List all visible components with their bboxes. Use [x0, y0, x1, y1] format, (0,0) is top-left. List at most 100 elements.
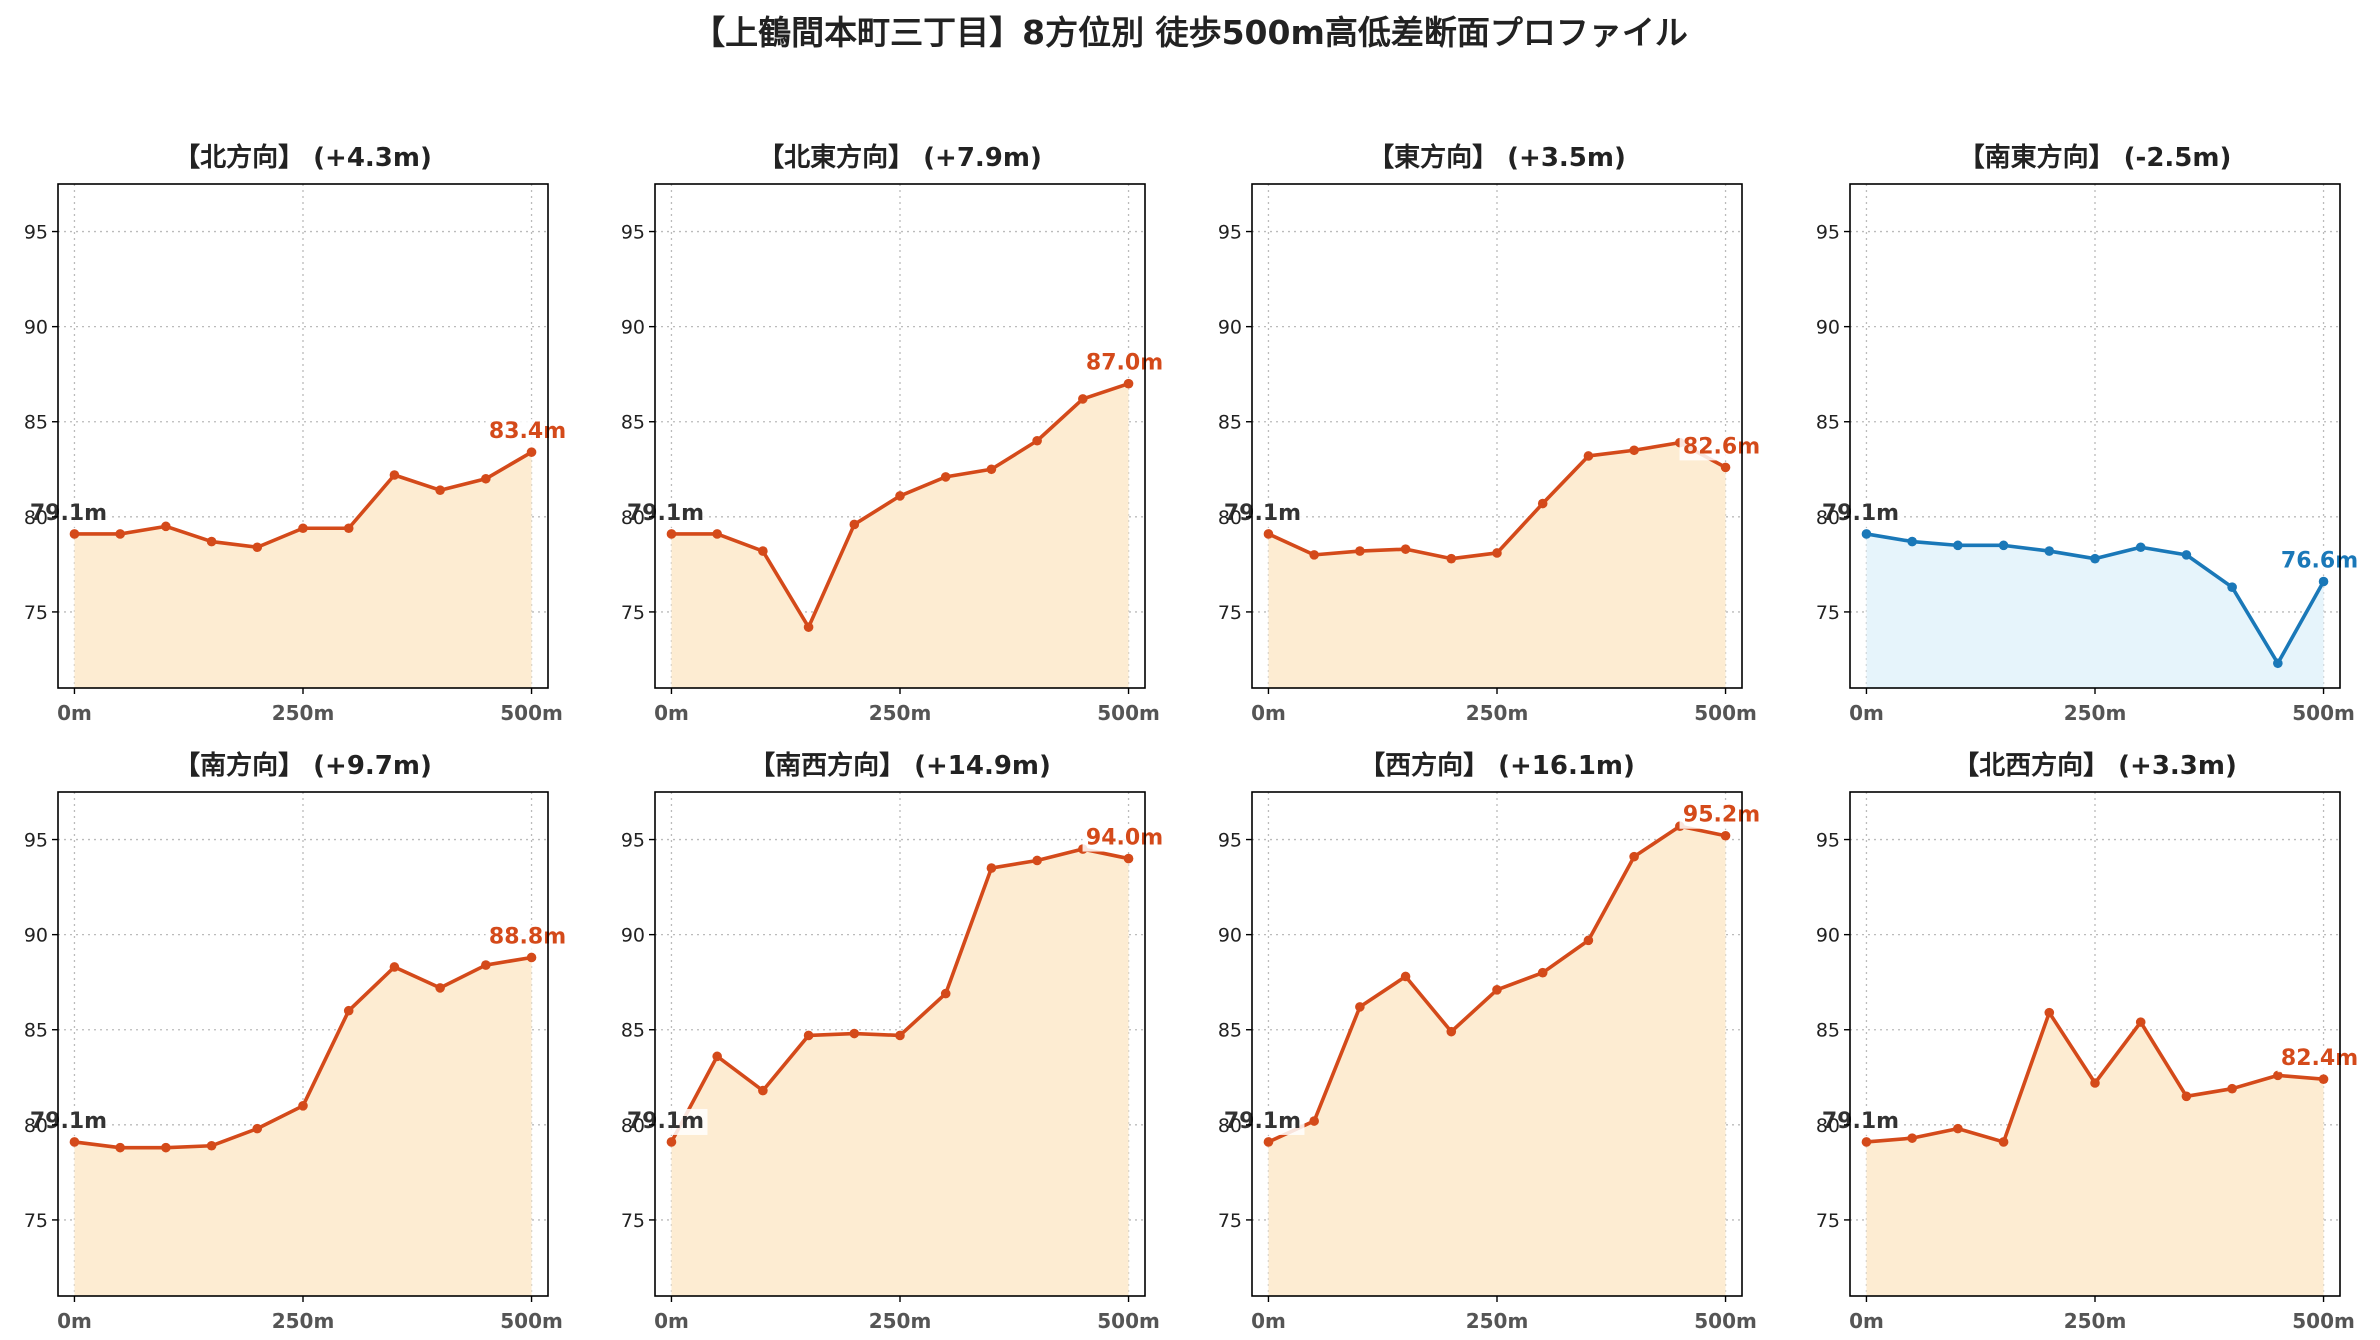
data-point	[2273, 658, 2283, 669]
x-tick-label: 250m	[869, 701, 932, 725]
y-tick-label: 90	[621, 925, 645, 947]
start-label: 79.1m	[1822, 501, 1899, 526]
y-tick-label: 95	[1816, 830, 1840, 852]
y-tick-label: 95	[24, 830, 48, 852]
data-point	[1537, 498, 1548, 509]
data-point	[986, 464, 997, 475]
start-label-bg	[623, 500, 708, 527]
data-point	[940, 472, 951, 482]
start-label-bg	[1220, 500, 1305, 527]
start-label-bg	[1818, 1108, 1903, 1135]
area-fill	[671, 849, 1129, 1296]
data-point	[1078, 394, 1088, 404]
data-point	[1400, 544, 1411, 554]
data-point	[1953, 540, 1963, 551]
data-point	[712, 529, 722, 539]
data-point	[2181, 550, 2192, 560]
data-point	[1861, 1137, 1872, 1147]
data-point	[526, 447, 537, 457]
x-tick-label: 250m	[1466, 701, 1529, 725]
data-point	[161, 1142, 171, 1153]
end-label: 82.6m	[1683, 434, 1760, 459]
data-point	[2318, 1074, 2329, 1084]
x-tick-label: 250m	[272, 1309, 335, 1333]
panel-2: 【北東方向】 (+7.9m) 79.1m 87.0m 75 80 85 90 95 0m 250m…	[621, 142, 1167, 725]
data-point	[206, 1140, 217, 1151]
data-point	[435, 485, 445, 496]
x-tick-label: 0m	[57, 701, 92, 725]
data-point	[1032, 435, 1042, 446]
x-tick-label: 250m	[272, 701, 335, 725]
data-point	[1537, 967, 1548, 978]
data-point	[1720, 830, 1731, 841]
data-point	[666, 1137, 677, 1147]
plot-area	[1252, 792, 1742, 1296]
start-label: 79.1m	[1224, 1109, 1301, 1134]
y-tick-label: 75	[24, 1210, 48, 1232]
y-tick-label: 75	[1218, 1210, 1242, 1232]
plot-area	[655, 184, 1145, 688]
data-point	[1907, 536, 1917, 547]
y-tick-label: 95	[1218, 830, 1242, 852]
data-point	[2044, 546, 2055, 556]
data-point	[2227, 582, 2237, 592]
data-point	[2318, 576, 2329, 587]
y-tick-label: 90	[1218, 925, 1242, 947]
data-point	[2090, 1078, 2100, 1088]
y-tick-label: 80	[1816, 507, 1840, 529]
x-tick-label: 250m	[1466, 1309, 1529, 1333]
end-label-bg	[485, 924, 570, 951]
data-point	[1492, 984, 1502, 995]
y-tick-label: 95	[621, 222, 645, 244]
panel-title: 【南方向】 (+9.7m)	[174, 750, 432, 781]
data-point	[1309, 1116, 1319, 1126]
end-label: 94.0m	[1086, 826, 1163, 851]
data-point	[69, 1137, 80, 1147]
end-label: 76.6m	[2281, 548, 2358, 573]
y-tick-label: 85	[621, 412, 645, 434]
data-point	[1953, 1123, 1963, 1134]
data-point	[895, 1030, 905, 1041]
x-tick-label: 0m	[1849, 701, 1884, 725]
y-tick-label: 90	[621, 317, 645, 339]
x-tick-label: 0m	[57, 1309, 92, 1333]
y-tick-label: 75	[621, 602, 645, 624]
panel-4: 【南東方向】 (-2.5m) 79.1m 76.6m 75 80 85 90 95 0m 250m…	[1816, 142, 2362, 725]
data-point	[69, 529, 80, 539]
end-label-bg	[1679, 802, 1764, 829]
y-tick-label: 80	[1816, 1115, 1840, 1137]
y-tick-label: 90	[24, 925, 48, 947]
plot-area	[1850, 184, 2340, 688]
y-tick-label: 75	[1218, 602, 1242, 624]
panel-title: 【北西方向】 (+3.3m)	[1953, 750, 2237, 781]
data-point	[1720, 462, 1731, 473]
y-tick-label: 90	[1816, 317, 1840, 339]
start-label: 79.1m	[30, 501, 107, 526]
data-point	[481, 473, 491, 484]
panel-title: 【南西方向】 (+14.9m)	[749, 750, 1051, 781]
y-tick-label: 90	[1218, 317, 1242, 339]
end-label-bg	[1679, 434, 1764, 461]
panel-3: 【東方向】 (+3.5m) 79.1m 82.6m 75 80 85 90 95 0m 250m 5…	[1218, 142, 1764, 725]
x-tick-label: 500m	[500, 701, 563, 725]
panel-title: 【北方向】 (+4.3m)	[174, 142, 432, 173]
data-point	[2090, 553, 2100, 564]
data-point	[803, 622, 814, 632]
x-tick-label: 500m	[1097, 701, 1160, 725]
y-tick-label: 95	[24, 222, 48, 244]
x-tick-label: 250m	[2064, 1309, 2127, 1333]
data-point	[1907, 1133, 1917, 1143]
data-point	[343, 1005, 354, 1016]
end-label-bg	[1082, 825, 1167, 852]
start-label-bg	[1220, 1108, 1305, 1135]
y-tick-label: 85	[24, 1020, 48, 1042]
data-point	[666, 529, 677, 539]
y-tick-label: 85	[24, 412, 48, 434]
data-point	[1309, 550, 1319, 560]
y-tick-label: 85	[1816, 1020, 1840, 1042]
y-tick-label: 80	[1218, 507, 1242, 529]
data-point	[389, 962, 400, 972]
data-point	[1123, 378, 1134, 389]
x-tick-label: 500m	[2292, 1309, 2355, 1333]
x-tick-label: 0m	[1251, 1309, 1286, 1333]
